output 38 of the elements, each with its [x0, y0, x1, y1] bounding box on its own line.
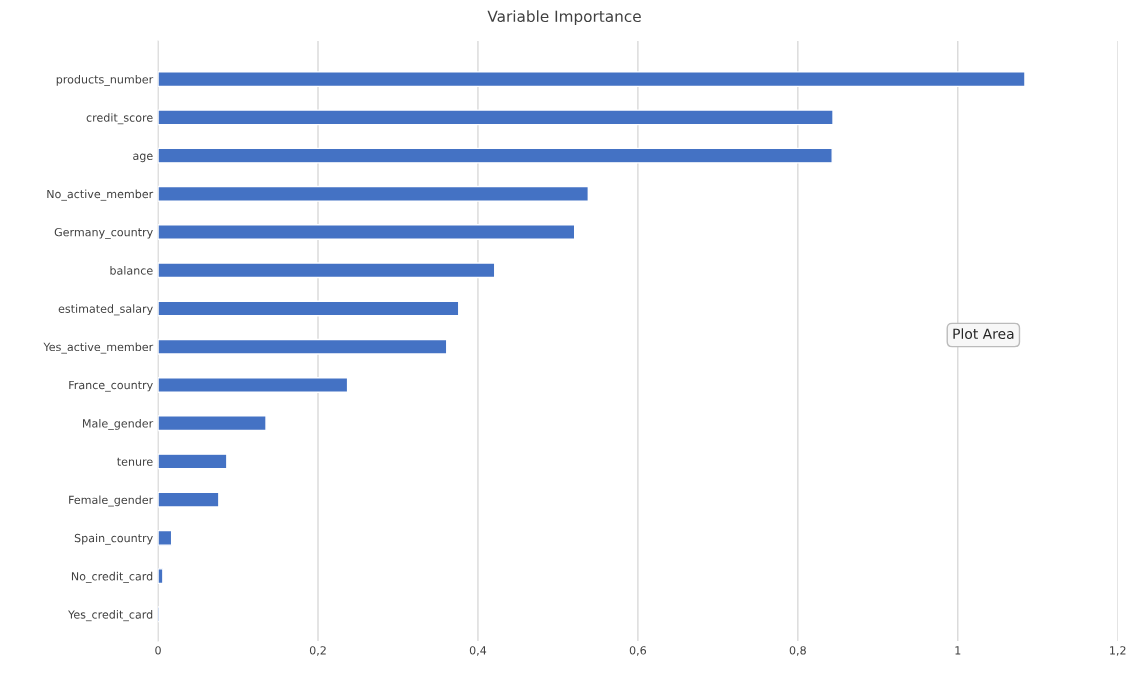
x-tick-label: 0,4 [469, 646, 487, 656]
y-tick-label: Female_gender [69, 495, 154, 507]
y-tick-label: products_number [56, 74, 154, 86]
y-tick-label: France_country [69, 380, 153, 392]
y-tick-label: No_credit_card [71, 571, 153, 583]
bar [158, 185, 589, 202]
annotation: Plot Area [953, 328, 1014, 340]
y-tick-label: Male_gender [83, 418, 154, 431]
bar [158, 491, 220, 508]
y-tick-label: credit_score [86, 113, 153, 125]
y-tick-label: Spain_country [74, 533, 153, 545]
bar [158, 71, 1026, 88]
bar [158, 453, 228, 470]
x-tick-label: 0,8 [789, 646, 806, 656]
bar [158, 529, 173, 546]
y-tick-label: Germany_country [54, 227, 153, 239]
bar [158, 109, 834, 126]
bar [158, 224, 576, 241]
y-tick-label: tenure [117, 457, 153, 466]
x-tick-label: 0,6 [629, 646, 647, 656]
x-tick-label: 1,2 [1110, 646, 1126, 656]
y-tick-label: Yes_credit_card [68, 610, 153, 622]
x-tick-label: 0 [155, 646, 161, 655]
y-tick-label: age [133, 153, 153, 163]
y-tick-label: Yes_active_member [43, 342, 154, 354]
x-tick-label: 1 [955, 646, 961, 655]
y-tick-label: No_active_member [47, 189, 154, 201]
bar [158, 300, 460, 317]
bar [158, 262, 496, 279]
bar [158, 415, 267, 432]
bar [158, 147, 833, 164]
y-tick-label: balance [110, 266, 153, 275]
bar [158, 377, 349, 393]
x-tick-label: 0,2 [309, 646, 326, 656]
bar [158, 568, 164, 585]
y-tick-label: estimated_salary [58, 304, 153, 316]
chart-title: Variable Importance [487, 10, 641, 26]
bar [158, 338, 448, 355]
